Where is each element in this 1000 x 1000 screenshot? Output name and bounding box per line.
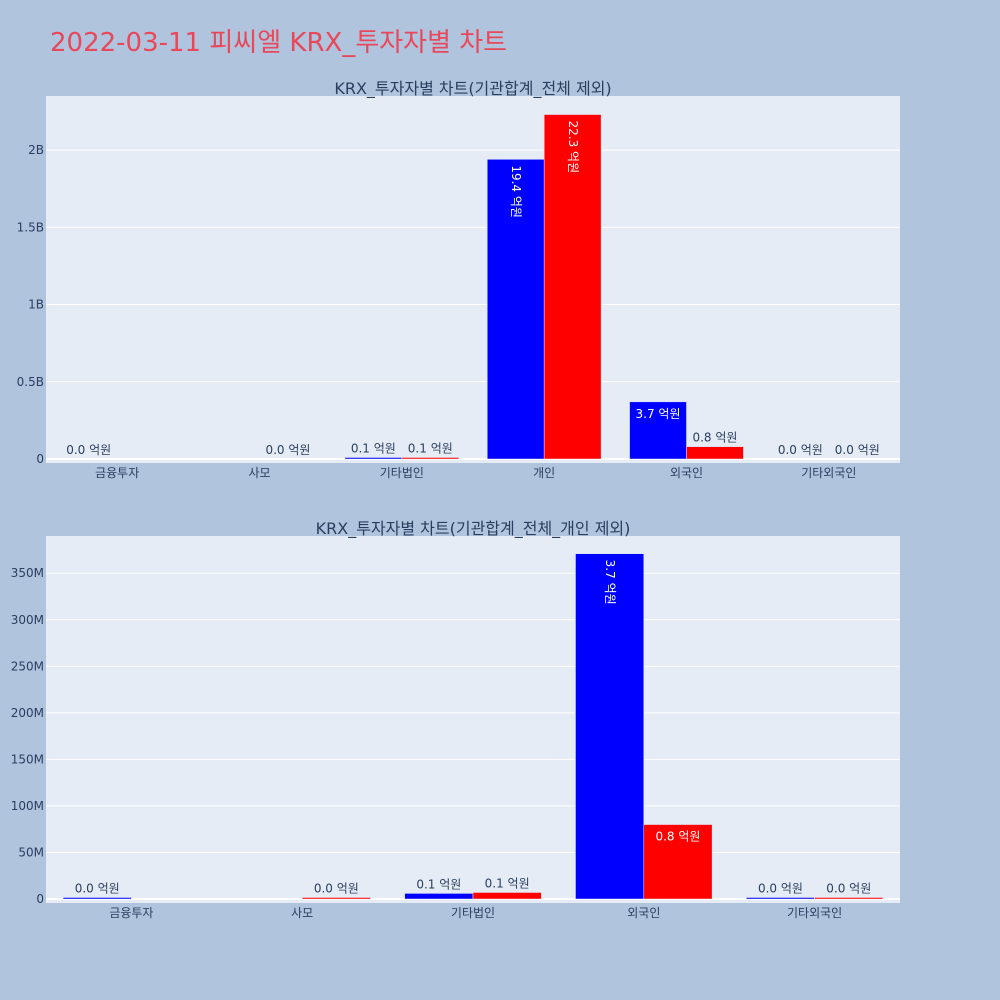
y-tick-label: 150M bbox=[11, 752, 44, 766]
bar bbox=[301, 897, 371, 900]
y-tick-label: 300M bbox=[11, 613, 44, 627]
bar-data-label: 0.1 억원 bbox=[416, 877, 461, 891]
y-tick-label: 1.5B bbox=[17, 220, 44, 234]
bar bbox=[472, 892, 542, 900]
x-tick-label: 사모 bbox=[291, 906, 313, 920]
y-tick-label: 0 bbox=[36, 452, 44, 466]
bar bbox=[486, 159, 545, 460]
y-tick-label: 250M bbox=[11, 659, 44, 673]
chart-bottom: 0 50M 100M 150M 200M 250M 300M 350M KRX_투자자별 차트(… bbox=[11, 519, 900, 920]
x-tick-label: 사모 bbox=[248, 466, 270, 480]
bar-data-label: 0.1 억원 bbox=[351, 442, 396, 456]
bar bbox=[401, 457, 460, 460]
plot-area bbox=[46, 96, 900, 463]
x-tick-label: 개인 bbox=[533, 466, 555, 480]
chart-top: 0 0.5B 1B 1.5B 2B KRX_투자자별 차트(기관합계_전체 제외) 금융투자… bbox=[17, 79, 900, 480]
x-tick-label: 기타법인 bbox=[380, 466, 424, 480]
x-tick-label: 외국인 bbox=[627, 906, 660, 920]
y-tick-label: 200M bbox=[11, 706, 44, 720]
plot-area bbox=[46, 536, 900, 903]
bar bbox=[404, 893, 474, 900]
bar-data-label: 3.7 억원 bbox=[603, 560, 617, 605]
bar-data-label: 0.0 억원 bbox=[265, 443, 310, 457]
y-tick-label: 1B bbox=[28, 298, 44, 312]
y-tick-label: 50M bbox=[18, 845, 44, 859]
bar bbox=[643, 824, 713, 900]
x-tick-label: 외국인 bbox=[670, 466, 703, 480]
bar-data-label: 0.0 억원 bbox=[826, 882, 871, 896]
bar bbox=[814, 897, 884, 900]
bar bbox=[543, 114, 602, 460]
bar-data-label: 0.0 억원 bbox=[75, 882, 120, 896]
bar bbox=[686, 446, 744, 460]
bar bbox=[575, 553, 645, 900]
bar bbox=[629, 401, 687, 460]
bar-data-label: 0.0 억원 bbox=[758, 882, 803, 896]
x-tick-label: 금융투자 bbox=[109, 906, 153, 920]
subplot-title: KRX_투자자별 차트(기관합계_전체 제외) bbox=[334, 79, 611, 99]
bar-data-label: 0.0 억원 bbox=[314, 882, 359, 896]
bar-data-label: 0.0 억원 bbox=[835, 443, 880, 457]
y-tick-label: 100M bbox=[11, 799, 44, 813]
x-tick-label: 금융투자 bbox=[95, 466, 139, 480]
bar-data-label: 0.1 억원 bbox=[408, 442, 453, 456]
subplot-title: KRX_투자자별 차트(기관합계_전체_개인 제외) bbox=[316, 519, 631, 539]
y-tick-label: 0 bbox=[36, 892, 44, 906]
y-tick-label: 0.5B bbox=[17, 375, 44, 389]
bar-data-label: 0.0 억원 bbox=[66, 443, 111, 457]
bar bbox=[344, 457, 403, 460]
bar-data-label: 0.8 억원 bbox=[692, 431, 737, 445]
bar-data-label: 22.3 억원 bbox=[566, 121, 580, 174]
bar-data-label: 19.4 억원 bbox=[509, 165, 523, 218]
y-tick-label: 2B bbox=[28, 143, 44, 157]
bar-data-label: 0.1 억원 bbox=[485, 876, 530, 890]
bar-data-label: 0.8 억원 bbox=[655, 830, 700, 844]
bar bbox=[62, 897, 132, 900]
x-tick-label: 기타외국인 bbox=[787, 906, 842, 920]
x-tick-label: 기타법인 bbox=[451, 906, 495, 920]
bar-data-label: 3.7 억원 bbox=[636, 407, 681, 421]
y-tick-label: 350M bbox=[11, 566, 44, 580]
bar bbox=[746, 897, 815, 900]
bar-data-label: 0.0 억원 bbox=[778, 443, 823, 457]
x-tick-label: 기타외국인 bbox=[801, 466, 856, 480]
page-title: 2022-03-11 피씨엘 KRX_투자자별 차트 bbox=[50, 28, 508, 58]
